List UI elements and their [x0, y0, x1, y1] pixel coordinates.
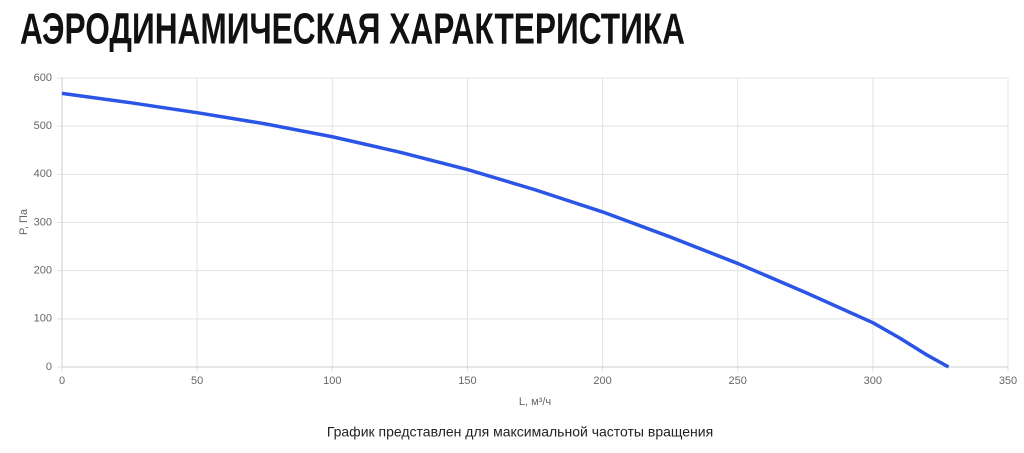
- y-tick-label: 0: [46, 361, 52, 373]
- x-tick-label: 300: [864, 375, 882, 387]
- x-tick-label: 100: [323, 375, 341, 387]
- x-tick-label: 200: [593, 375, 611, 387]
- caption: График представлен для максимальной част…: [327, 424, 713, 440]
- y-tick-label: 300: [34, 216, 52, 228]
- y-tick-label: 500: [34, 120, 52, 132]
- x-tick-label: 0: [59, 375, 65, 387]
- x-tick-label: 350: [999, 375, 1017, 387]
- y-tick-label: 200: [34, 265, 52, 277]
- x-tick-label: 250: [729, 375, 747, 387]
- y-axis-label: P, Па: [18, 208, 30, 235]
- x-axis-label: L, м³/ч: [519, 396, 551, 408]
- curve: [61, 91, 950, 369]
- x-tick-label: 150: [458, 375, 476, 387]
- x-tick-label: 50: [191, 375, 203, 387]
- y-tick-label: 600: [34, 72, 52, 84]
- y-tick-label: 100: [34, 313, 52, 325]
- y-tick-label: 400: [34, 168, 52, 180]
- chart-title: АЭРОДИНАМИЧЕСКАЯ ХАРАКТЕРИСТИКА: [20, 5, 685, 54]
